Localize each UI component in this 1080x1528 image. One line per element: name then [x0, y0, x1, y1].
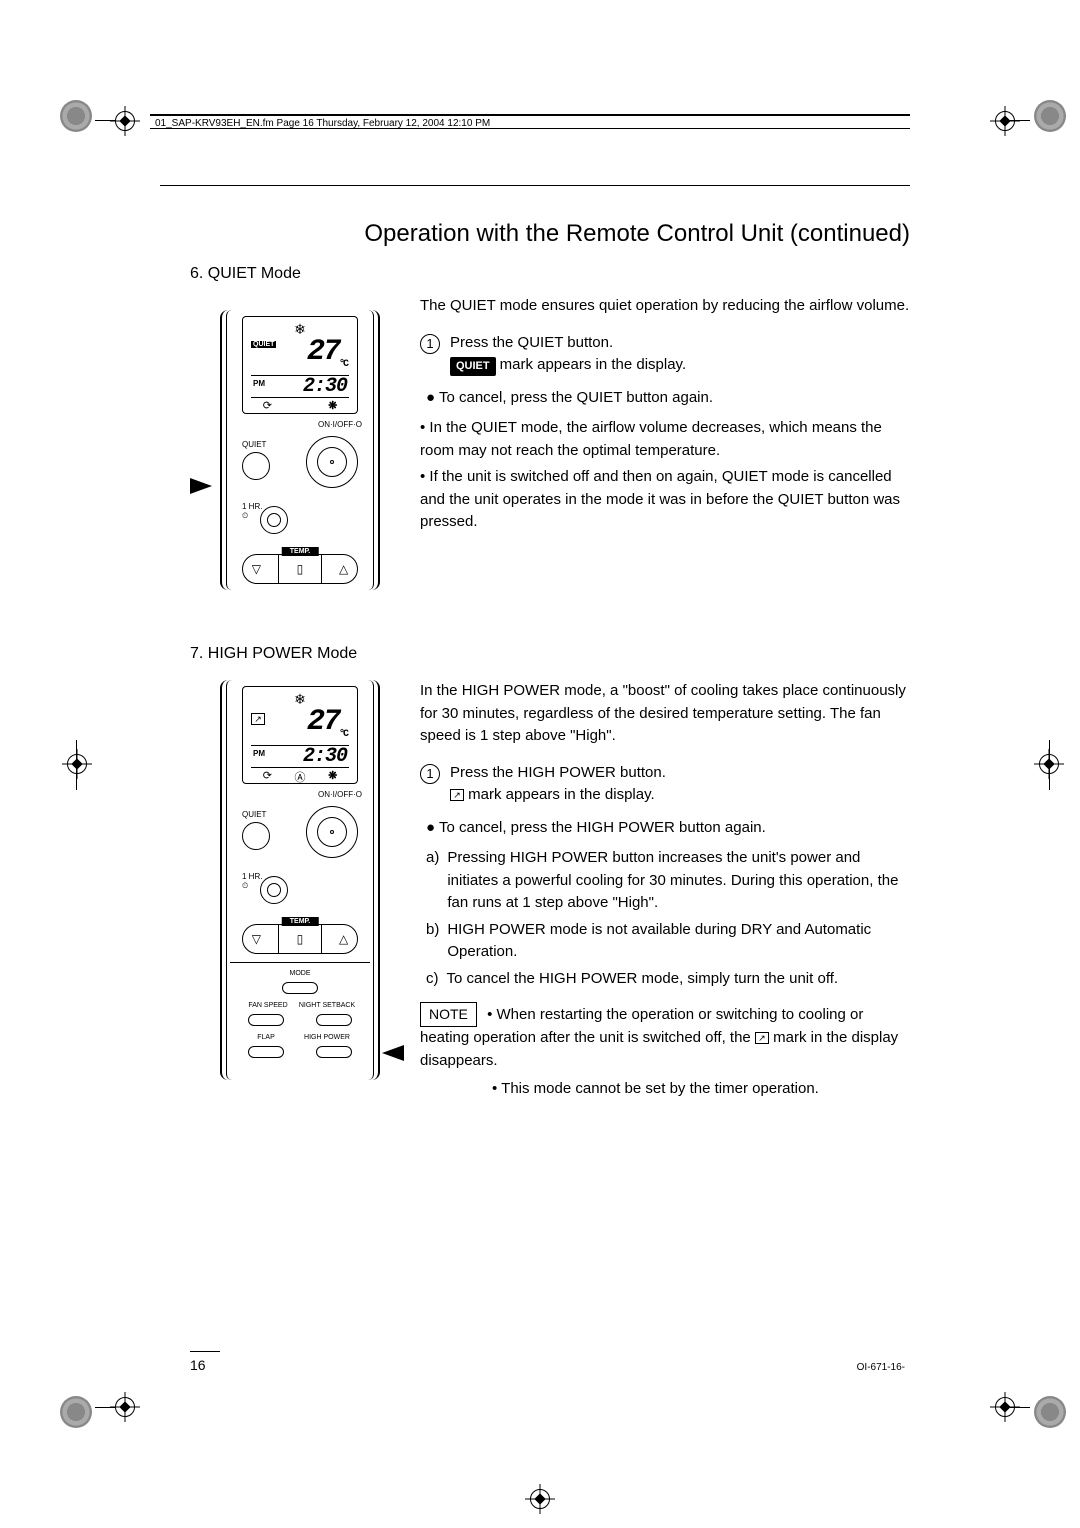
reg-mark-bc — [525, 1484, 555, 1514]
lcd-temp: 27°C — [307, 335, 347, 370]
temp-down-icon: ▽ — [252, 932, 261, 946]
frame-line — [95, 120, 115, 121]
section6-bullet1: In the QUIET mode, the airflow volume de… — [420, 419, 882, 459]
crop-circle-br — [1034, 1396, 1066, 1428]
reg-mark-ml — [62, 749, 92, 779]
lcd-temp-2: 27°C — [307, 705, 347, 740]
page-title: Operation with the Remote Control Unit (… — [364, 220, 910, 248]
remote-diagram-1: ❄ QUIET 27°C PM 2:30 ⟳ ❋ ON·I/OFF·O QUIE… — [220, 310, 380, 590]
lcd-icons: ⟳ ❋ — [251, 399, 349, 412]
temp-bar: TEMP. ▽ ▯ △ — [242, 554, 358, 584]
section7-note-text3: This mode cannot be set by the timer ope… — [501, 1080, 819, 1097]
lcd-icons-2: ⟳ Ⓐ ❋ — [251, 769, 349, 785]
arrow-left-icon — [382, 1045, 404, 1061]
lcd-pm: PM — [253, 379, 265, 388]
section6-heading: 6. QUIET Mode — [190, 265, 301, 283]
header-rule-thick — [150, 114, 910, 116]
lcd-time-2: 2:30 — [303, 745, 347, 768]
footer-code: OI-671-16- — [857, 1362, 905, 1373]
auto-icon: Ⓐ — [284, 769, 317, 785]
nightsetback-button — [316, 1014, 352, 1026]
highpower-button — [316, 1046, 352, 1058]
nightsetback-label: NIGHT SETBACK — [292, 1002, 362, 1009]
spray-icon: ⟳ — [251, 769, 284, 785]
section6-intro: The QUIET mode ensures quiet operation b… — [420, 295, 910, 318]
section6-body: The QUIET mode ensures quiet operation b… — [420, 295, 910, 534]
reg-mark-tr — [990, 106, 1020, 136]
snowflake-icon: ❄ — [294, 691, 306, 708]
highpower-icon-inline: ↗ — [450, 789, 464, 801]
content-top-border — [160, 185, 910, 186]
frame-line — [1010, 120, 1030, 121]
quiet-button-2 — [242, 822, 270, 850]
reg-mark-tl — [110, 106, 140, 136]
quiet-button — [242, 452, 270, 480]
section7-sub-b: HIGH POWER mode is not available during … — [447, 919, 910, 964]
section6-cancel: To cancel, press the QUIET button again. — [439, 389, 713, 406]
crop-circle-tr — [1034, 100, 1066, 132]
frame-line — [95, 1407, 115, 1408]
flap-label: FLAP — [246, 1034, 286, 1041]
remote-mid-divider — [230, 962, 370, 963]
on-off-label: ON·I/OFF·O — [238, 420, 362, 429]
frame-line — [76, 740, 77, 790]
temp-bar-label-2: TEMP. — [282, 917, 319, 926]
flap-button — [248, 1046, 284, 1058]
snowflake-icon: ❄ — [294, 321, 306, 338]
quiet-badge-inline: QUIET — [450, 357, 496, 376]
temp-bar-2: TEMP. ▽ ▯ △ — [242, 924, 358, 954]
section7-step: Press the HIGH POWER button. — [450, 762, 910, 785]
section7-intro: In the HIGH POWER mode, a "boost" of coo… — [420, 680, 910, 748]
step-number-1: 1 — [420, 334, 440, 354]
arrow-right-icon — [190, 478, 212, 494]
frame-line — [1049, 740, 1050, 790]
note-badge: NOTE — [420, 1002, 477, 1027]
temp-up-icon: △ — [339, 932, 348, 946]
section6-bullet2: If the unit is switched off and then on … — [420, 468, 900, 530]
section7-cancel: To cancel, press the HIGH POWER button a… — [439, 819, 766, 836]
fanspeed-button — [248, 1014, 284, 1026]
lcd-quiet-badge: QUIET — [251, 341, 276, 348]
crop-circle-bl — [60, 1396, 92, 1428]
lcd-hp-icon: ↗ — [251, 711, 265, 725]
quiet-button-label: QUIET — [242, 440, 266, 449]
remote-lcd: ❄ QUIET 27°C PM 2:30 ⟳ ❋ — [242, 316, 358, 414]
mode-button — [282, 982, 318, 994]
page-number: 16 — [190, 1357, 206, 1373]
temp-bar-label: TEMP. — [282, 547, 319, 556]
quiet-button-label-2: QUIET — [242, 810, 266, 819]
temp-down-icon: ▽ — [252, 562, 261, 576]
onehr-button-2 — [260, 876, 288, 904]
header-rule-thin — [150, 128, 910, 129]
fan-icon: ❋ — [316, 399, 349, 412]
frame-line — [1010, 1407, 1030, 1408]
section7-body: In the HIGH POWER mode, a "boost" of coo… — [420, 680, 910, 1101]
on-off-button-2 — [306, 806, 358, 858]
section6-step: Press the QUIET button. — [450, 332, 910, 355]
page-num-rule — [190, 1351, 220, 1352]
temp-up-icon: △ — [339, 562, 348, 576]
lcd-pm-2: PM — [253, 749, 265, 758]
fanspeed-label: FAN SPEED — [238, 1002, 298, 1009]
onehr-button — [260, 506, 288, 534]
lcd-time: 2:30 — [303, 375, 347, 398]
section6-step-desc: mark appears in the display. — [500, 356, 686, 373]
remote-lcd-2: ❄ ↗ 27°C PM 2:30 ⟳ Ⓐ ❋ — [242, 686, 358, 784]
highpower-icon-inline2: ↗ — [755, 1032, 769, 1044]
on-off-button — [306, 436, 358, 488]
crop-circle-tl — [60, 100, 92, 132]
temp-hold-icon: ▯ — [297, 562, 304, 576]
fan-icon: ❋ — [316, 769, 349, 785]
section7-sub-c: To cancel the HIGH POWER mode, simply tu… — [447, 968, 839, 991]
section7-step-desc: mark appears in the display. — [468, 786, 654, 803]
step-number-1b: 1 — [420, 764, 440, 784]
temp-hold-icon: ▯ — [297, 932, 304, 946]
section7-heading: 7. HIGH POWER Mode — [190, 645, 357, 663]
on-off-label-2: ON·I/OFF·O — [238, 790, 362, 799]
section7-sub-a: Pressing HIGH POWER button increases the… — [447, 847, 910, 915]
mode-label: MODE — [220, 970, 380, 977]
highpower-label: HIGH POWER — [292, 1034, 362, 1041]
remote-diagram-2: ❄ ↗ 27°C PM 2:30 ⟳ Ⓐ ❋ ON·I/OFF·O QUIET … — [220, 680, 380, 1080]
spray-icon: ⟳ — [251, 399, 284, 412]
